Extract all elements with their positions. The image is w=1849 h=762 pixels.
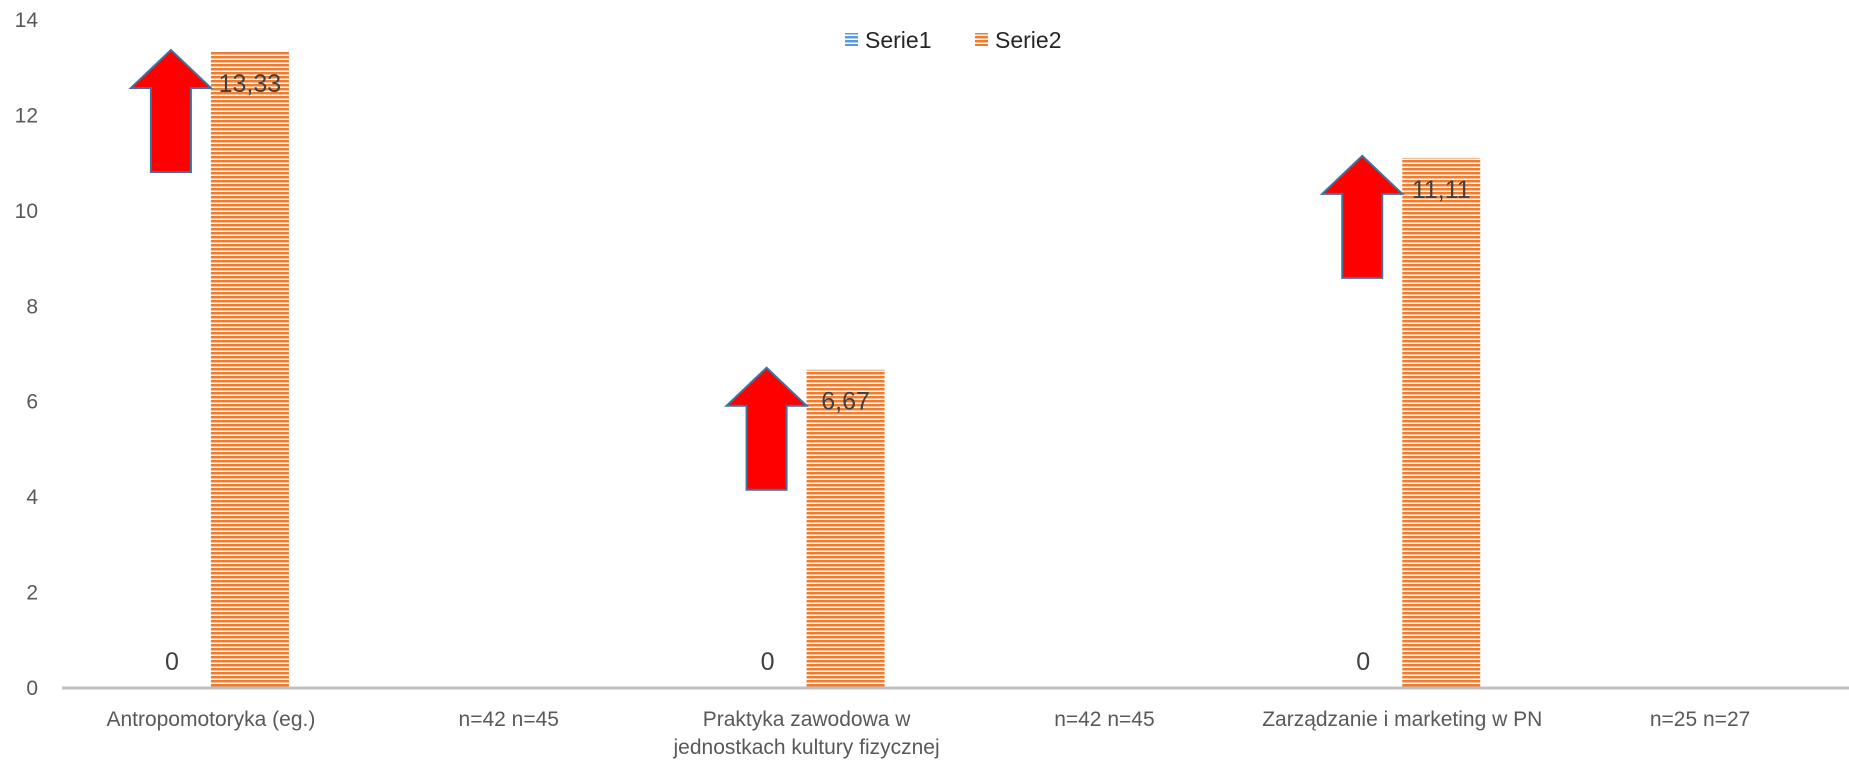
y-axis-ticks: 0 2 4 6 8 10 12 14 bbox=[15, 9, 39, 700]
legend-swatch bbox=[975, 33, 988, 46]
legend-swatch bbox=[845, 33, 858, 46]
x-category-label: Antropomotoryka (eg.) bbox=[106, 708, 315, 731]
legend-label: Serie1 bbox=[865, 27, 931, 53]
y-tick-label: 8 bbox=[26, 295, 38, 318]
up-arrow-icon bbox=[131, 50, 211, 172]
bar bbox=[211, 52, 289, 688]
legend: Serie1 Serie2 bbox=[845, 27, 1061, 53]
data-label: 6,67 bbox=[821, 388, 870, 416]
arrow-annotations bbox=[131, 50, 1402, 490]
y-tick-label: 14 bbox=[15, 9, 39, 32]
data-label: 0 bbox=[761, 648, 775, 676]
x-axis-categories: Antropomotoryka (eg.) n=42 n=45 Praktyka z… bbox=[106, 708, 1750, 759]
data-label: 0 bbox=[165, 648, 179, 676]
y-tick-label: 0 bbox=[26, 677, 38, 700]
y-tick-label: 12 bbox=[15, 104, 38, 127]
data-label: 13,33 bbox=[219, 70, 282, 98]
data-label: 11,11 bbox=[1412, 176, 1471, 204]
y-tick-label: 4 bbox=[26, 486, 38, 509]
up-arrow-icon bbox=[1322, 156, 1402, 278]
bars bbox=[211, 52, 1480, 688]
x-category-label: n=42 n=45 bbox=[1054, 708, 1154, 731]
legend-label: Serie2 bbox=[995, 27, 1061, 53]
x-category-label: Zarządzanie i marketing w PN bbox=[1262, 708, 1542, 731]
bar bbox=[807, 370, 885, 688]
y-tick-label: 6 bbox=[26, 391, 38, 414]
x-category-label: Praktyka zawodowa w jednostkach kultury f… bbox=[673, 708, 940, 759]
bar bbox=[1402, 158, 1480, 688]
data-label: 0 bbox=[1356, 648, 1370, 676]
up-arrow-icon bbox=[727, 368, 807, 490]
y-tick-label: 2 bbox=[26, 582, 38, 605]
y-tick-label: 10 bbox=[15, 200, 38, 223]
x-category-label: n=42 n=45 bbox=[459, 708, 559, 731]
x-category-label: n=25 n=27 bbox=[1650, 708, 1750, 731]
